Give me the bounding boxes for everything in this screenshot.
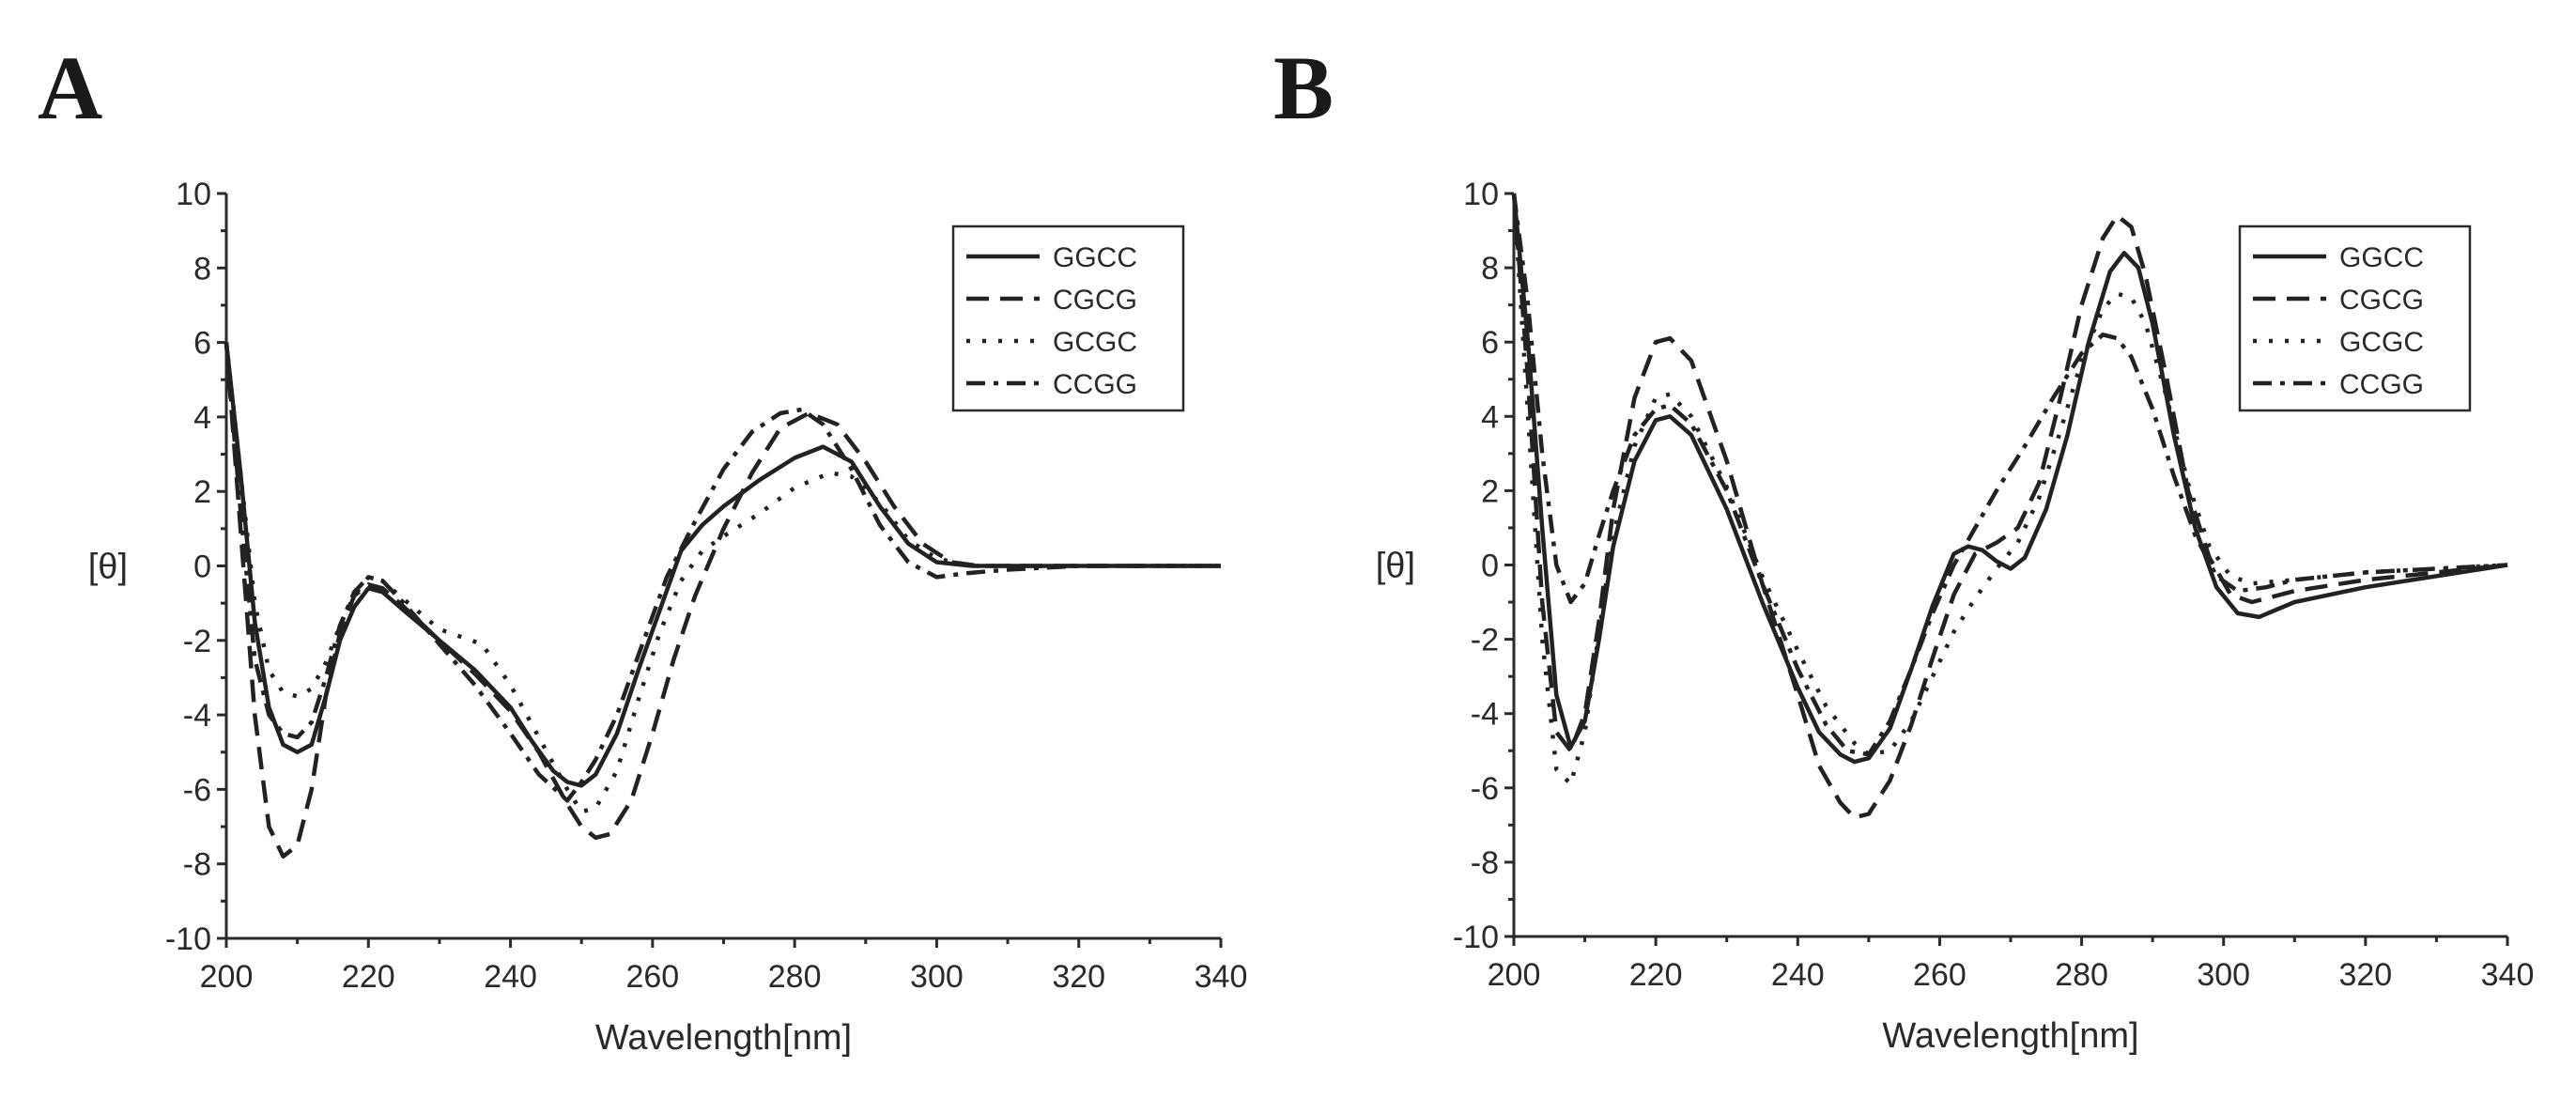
panel-a-legend-label-cgcg: CGCG xyxy=(1053,285,1137,316)
panel-b-x-axis-title: Wavelength[nm] xyxy=(1882,1016,2138,1056)
panel-a-x-tick-label: 200 xyxy=(200,959,254,995)
panel-b-y-tick-label: -10 xyxy=(1453,920,1499,955)
panel-a-x-axis-title: Wavelength[nm] xyxy=(595,1018,852,1058)
panel-b-y-tick-label: -2 xyxy=(1471,623,1499,658)
panel-a-y-axis-title: [θ] xyxy=(88,548,128,587)
panel-a-y-tick-label: -10 xyxy=(165,921,211,957)
panel-a-x-tick-label: 260 xyxy=(625,959,679,995)
panel-a-y-tick-label: 10 xyxy=(176,177,211,212)
panel-a-y-tick-label: -4 xyxy=(183,698,211,734)
panel-b-x-tick-label: 260 xyxy=(1913,957,1967,993)
panel-b-series-cgcg xyxy=(1511,193,2508,820)
panel-b-series-gcgc xyxy=(1511,193,2508,787)
panel-b-y-tick-label: 10 xyxy=(1463,177,1499,212)
panel-b-y-axis-title: [θ] xyxy=(1376,547,1415,586)
panel-a-legend-label-ggcc: GGCC xyxy=(1053,242,1137,273)
panel-a-y-tick-label: -8 xyxy=(183,847,211,883)
panel-b-legend-label-ggcc: GGCC xyxy=(2339,242,2424,273)
panel-a-y-tick-label: -2 xyxy=(183,624,211,659)
panel-b-x-tick-label: 240 xyxy=(1771,957,1825,993)
panel-b-y-tick-label: -8 xyxy=(1471,845,1499,881)
panel-a-y-tick-label: -6 xyxy=(183,772,211,808)
panel-a-y-tick-label: 4 xyxy=(193,400,211,436)
panel-b-legend-label-gcgc: GCGC xyxy=(2339,327,2424,358)
panel-b-series-ccgg xyxy=(1511,193,2508,757)
panel-b-y-tick-label: 2 xyxy=(1481,473,1499,509)
panel-b-y-tick-label: -4 xyxy=(1471,697,1499,733)
panel-b-x-tick-label: 300 xyxy=(2197,957,2250,993)
panel-b-legend-label-ccgg: CCGG xyxy=(2339,369,2424,400)
panel-a-chart: 200 220 240 260 280 300 320 340 -10 -8 -6 -4 -2 0 2 4 6 8… xyxy=(88,177,1248,1058)
panel-b-x-tick-label: 200 xyxy=(1488,957,1541,993)
panel-a-y-tick-label: 2 xyxy=(193,474,211,510)
panel-b-chart: 200 220 240 260 280 300 320 340 -10 -8 -6 -4 -2 0 2 4 6 8… xyxy=(1376,177,2535,1056)
panel-a-y-tick-label: 6 xyxy=(193,326,211,362)
panel-a-x-tick-label: 240 xyxy=(484,959,537,995)
panel-b-y-tick-label: 0 xyxy=(1481,549,1499,584)
panel-b-y-tick-label: 8 xyxy=(1481,251,1499,286)
panel-b-x-tick-label: 220 xyxy=(1629,957,1683,993)
panel-b-legend: GGCC CGCG GCGC CCGG xyxy=(2238,224,2472,412)
panel-b-x-tick-label: 280 xyxy=(2055,957,2108,993)
panel-a-x-tick-label: 280 xyxy=(768,959,822,995)
panel-b-y-tick-label: -6 xyxy=(1471,771,1499,807)
panel-a-legend: GGCC CGCG GCGC CCGG xyxy=(951,224,1185,412)
panel-a-y-tick-label: 0 xyxy=(193,549,211,585)
panel-b-x-tick-label: 340 xyxy=(2481,957,2535,993)
panel-b-y-tick-label: 4 xyxy=(1481,399,1499,435)
panel-b-legend-label-cgcg: CGCG xyxy=(2339,285,2424,316)
panel-a-series-gcgc xyxy=(224,342,1221,814)
panel-a-series-ccgg xyxy=(224,342,1221,803)
panel-b-letter: B xyxy=(1273,38,1334,138)
panel-a-x-tick-label: 320 xyxy=(1052,959,1105,995)
panel-a-x-tick-label: 300 xyxy=(910,959,964,995)
panel-b-y-tick-label: 6 xyxy=(1481,325,1499,361)
panel-a-legend-label-ccgg: CCGG xyxy=(1053,369,1137,400)
panel-a-letter: A xyxy=(38,38,102,138)
panel-a-x-tick-label: 340 xyxy=(1195,959,1248,995)
panel-b-series-ggcc xyxy=(1511,193,2508,765)
panel-b-x-tick-label: 320 xyxy=(2338,957,2392,993)
panel-a-series-cgcg xyxy=(224,342,1221,859)
panel-a-x-tick-label: 220 xyxy=(342,959,395,995)
panel-a-legend-label-gcgc: GCGC xyxy=(1053,327,1137,358)
panel-a-y-tick-label: 8 xyxy=(193,251,211,286)
